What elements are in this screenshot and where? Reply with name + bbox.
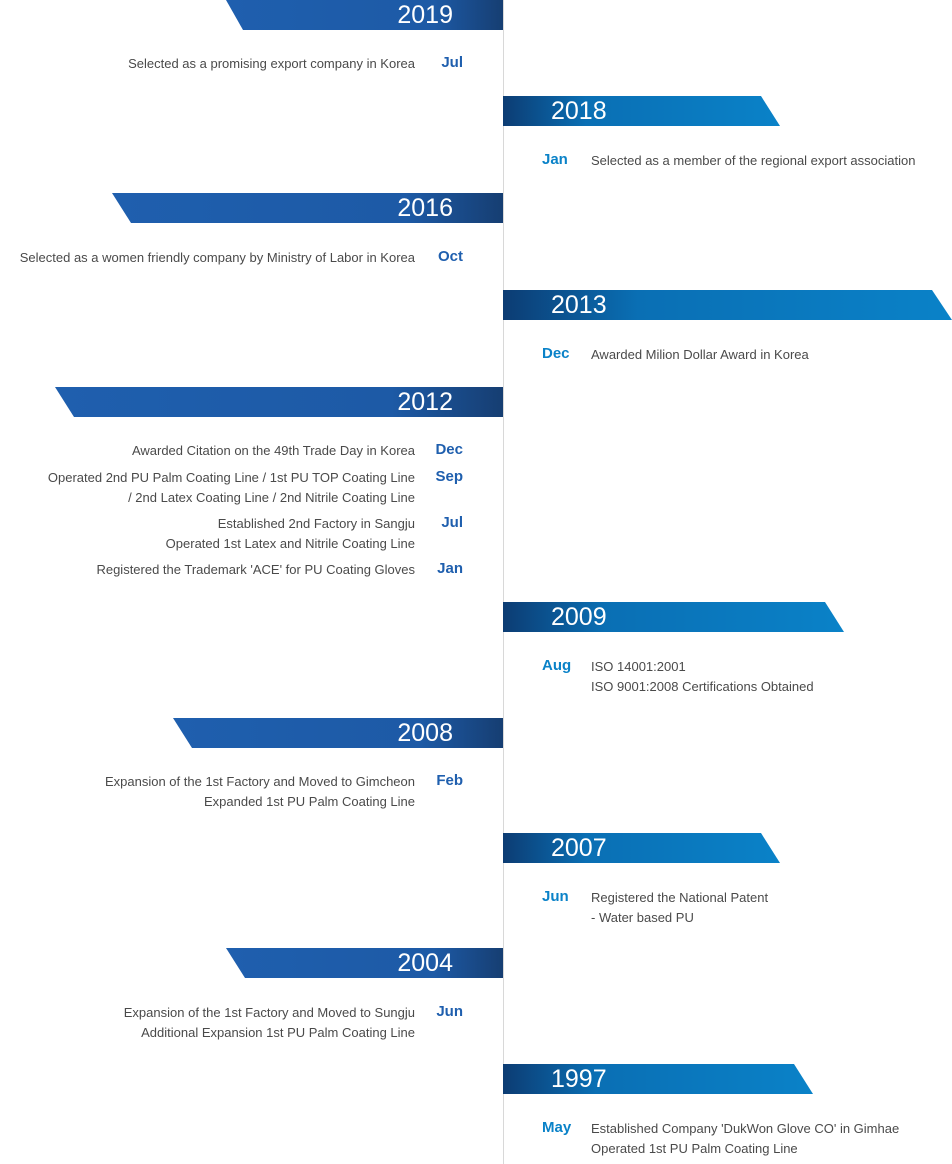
entry-text: Additional Expansion 1st PU Palm Coating… [141, 1025, 415, 1040]
entry-month: Dec [435, 441, 463, 458]
entry-month: Jul [441, 54, 463, 71]
entry-text: Registered the National Patent [591, 890, 769, 905]
entry-month: Jun [542, 888, 569, 905]
year-label: 2008 [397, 719, 453, 747]
timeline-entry: ISO 14001:2001 ISO 9001:2008 Certificati… [591, 657, 814, 697]
year-banner-2004: 2004 [226, 948, 503, 978]
year-banner-2012: 2012 [55, 387, 503, 417]
timeline-entry: Selected as a member of the regional exp… [591, 151, 915, 171]
timeline-entry: Established 2nd Factory in Sangju Operat… [166, 514, 415, 554]
year-label: 2019 [397, 1, 453, 29]
entry-text: Selected as a member of the regional exp… [591, 153, 916, 168]
entry-month: May [542, 1119, 572, 1136]
year-banner-2018: 2018 [503, 96, 780, 126]
entry-month: Aug [542, 657, 572, 674]
timeline-entry: Selected as a promising export company i… [128, 54, 415, 74]
entry-text: - Water based PU [591, 910, 694, 925]
year-banner-2007: 2007 [503, 833, 780, 863]
timeline-axis [503, 0, 504, 1164]
timeline-entry: Registered the National Patent - Water b… [591, 888, 768, 928]
entry-text: Selected as a women friendly company by … [19, 250, 415, 265]
timeline-entry: Expansion of the 1st Factory and Moved t… [124, 1003, 415, 1043]
year-label: 1997 [551, 1065, 607, 1093]
entry-text: Operated 1st Latex and Nitrile Coating L… [165, 536, 415, 551]
year-banner-2008: 2008 [173, 718, 503, 748]
entry-month: Feb [436, 772, 463, 789]
timeline-entry: Selected as a women friendly company by … [20, 248, 415, 268]
timeline-entry: Awarded Citation on the 49th Trade Day i… [132, 441, 415, 461]
entry-text: Awarded Citation on the 49th Trade Day i… [131, 443, 415, 458]
entry-text: Expansion of the 1st Factory and Moved t… [123, 1005, 415, 1020]
entry-text: Established Company 'DukWon Glove CO' in… [591, 1121, 900, 1136]
year-banner-1997: 1997 [503, 1064, 813, 1094]
entry-text: ISO 14001:2001 [591, 659, 686, 674]
year-banner-2016: 2016 [112, 193, 503, 223]
entry-text: Selected as a promising export company i… [128, 56, 415, 71]
entry-month: Dec [542, 345, 570, 362]
entry-text: ISO 9001:2008 Certifications Obtained [591, 679, 814, 694]
year-banner-2009: 2009 [503, 602, 844, 632]
year-label: 2016 [397, 194, 453, 222]
entry-text: / 2nd Latex Coating Line / 2nd Nitrile C… [128, 490, 415, 505]
entry-text: Expansion of the 1st Factory and Moved t… [104, 774, 415, 789]
year-banner-2013: 2013 [503, 290, 952, 320]
entry-text: Established 2nd Factory in Sangju [217, 516, 415, 531]
timeline-entry: Awarded Milion Dollar Award in Korea [591, 345, 809, 365]
year-label: 2012 [397, 388, 453, 416]
entry-month: Jan [542, 151, 568, 168]
entry-month: Oct [437, 248, 463, 265]
timeline-entry: Registered the Trademark 'ACE' for PU Co… [96, 560, 415, 580]
year-label: 2018 [551, 97, 607, 125]
entry-text: Operated 2nd PU Palm Coating Line / 1st … [47, 470, 415, 485]
entry-text: Awarded Milion Dollar Award in Korea [591, 347, 809, 362]
entry-text: Operated 1st PU Palm Coating Line [591, 1141, 798, 1156]
year-label: 2004 [397, 949, 453, 977]
entry-text: Expanded 1st PU Palm Coating Line [203, 794, 415, 809]
timeline-entry: Operated 2nd PU Palm Coating Line / 1st … [48, 468, 415, 508]
year-label: 2009 [551, 603, 607, 631]
year-label: 2007 [551, 834, 607, 862]
timeline-entry: Expansion of the 1st Factory and Moved t… [105, 772, 415, 812]
entry-month: Sep [435, 468, 463, 485]
entry-month: Jul [441, 514, 463, 531]
timeline-entry: Established Company 'DukWon Glove CO' in… [591, 1119, 899, 1159]
entry-month: Jan [437, 560, 463, 577]
year-label: 2013 [551, 291, 607, 319]
entry-text: Registered the Trademark 'ACE' for PU Co… [96, 562, 415, 577]
year-banner-2019: 2019 [226, 0, 503, 30]
entry-month: Jun [436, 1003, 463, 1020]
